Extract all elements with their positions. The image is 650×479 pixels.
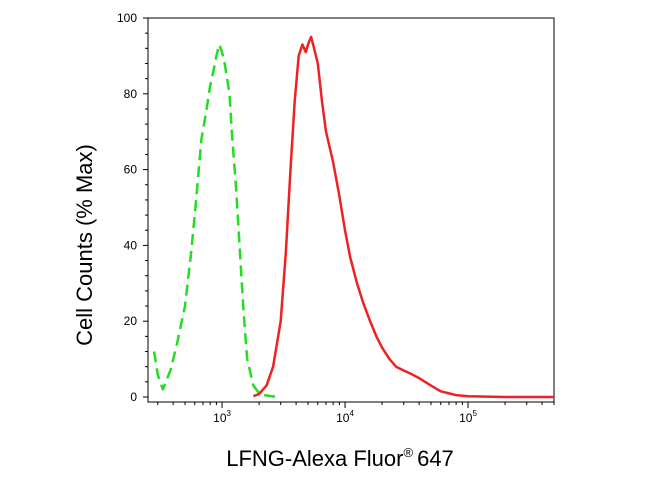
y-tick-label: 20 [124,314,138,328]
x-axis-title-main: LFNG-Alexa Fluor [226,446,403,471]
x-axis-title-sup: ® [403,445,413,460]
x-tick-exponent: 5 [472,409,477,418]
x-axis-title-suffix: 647 [417,446,454,471]
y-tick-label: 100 [117,11,137,25]
y-tick-label: 60 [124,163,138,177]
x-tick-base: 10 [459,411,473,425]
x-tick-exponent: 3 [227,409,232,418]
x-tick-label: 105 [459,409,477,425]
series-lines [152,35,554,399]
x-axis-title: LFNG-Alexa Fluor® 647 [226,445,454,471]
control-histogram-line [152,43,281,399]
x-tick-exponent: 4 [349,409,354,418]
x-axis-ticks: 103 104 105 [157,402,555,425]
y-tick-label: 0 [130,390,137,404]
x-tick-label: 104 [336,409,354,425]
y-tick-label: 80 [124,87,138,101]
y-axis-ticks: 0 20 40 60 80 100 [117,11,148,404]
sample-histogram-line [252,35,554,399]
x-tick-label: 103 [213,409,231,425]
y-axis-title: Cell Counts (% Max) [72,144,97,346]
plot-frame [147,17,555,403]
y-tick-label: 40 [124,238,138,252]
x-tick-base: 10 [336,411,350,425]
x-tick-base: 10 [213,411,227,425]
